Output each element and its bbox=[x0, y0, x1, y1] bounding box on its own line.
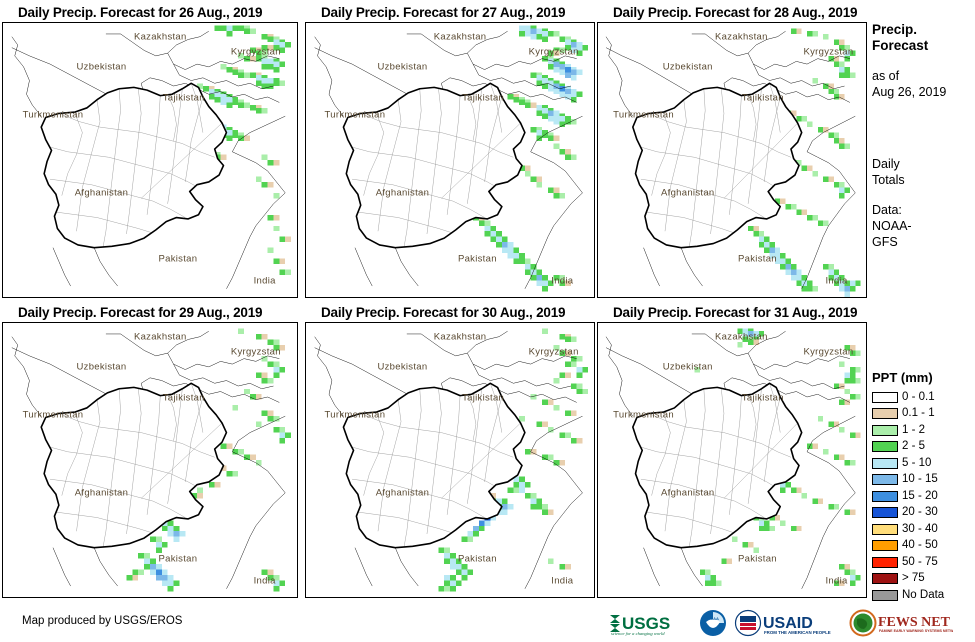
svg-text:FEWS NET: FEWS NET bbox=[878, 615, 951, 630]
legend-row: 40 - 50 bbox=[872, 538, 975, 555]
svg-text:USGS: USGS bbox=[622, 614, 670, 633]
legend-swatch bbox=[872, 573, 898, 585]
svg-text:USAID: USAID bbox=[763, 615, 813, 632]
legend-row: > 75 bbox=[872, 571, 975, 588]
forecast-title-line2: Forecast bbox=[872, 38, 929, 53]
legend-swatch bbox=[872, 540, 898, 552]
legend-swatch bbox=[872, 408, 898, 420]
forecast-panel-6: Daily Precip. Forecast for 31 Aug., 2019… bbox=[597, 304, 867, 598]
data-source-label: Data: bbox=[872, 203, 902, 217]
map-frame-6[interactable]: Kazakhstan Kyrgyzstan Uzbekistan Tajikistan… bbox=[597, 322, 867, 598]
legend-row: 30 - 40 bbox=[872, 521, 975, 538]
legend-title: PPT (mm) bbox=[872, 370, 933, 385]
legend-label: 10 - 15 bbox=[902, 473, 938, 486]
forecast-info-panel: Precip. Forecast as of Aug 26, 2019 Dail… bbox=[872, 22, 975, 250]
panel-title-2: Daily Precip. Forecast for 27 Aug., 2019 bbox=[321, 5, 566, 20]
precip-raster-4 bbox=[3, 323, 297, 597]
precip-raster-2 bbox=[306, 23, 594, 297]
svg-text:NOAA: NOAA bbox=[707, 616, 719, 621]
legend-swatch bbox=[872, 391, 898, 403]
usaid-logo: USAID FROM THE AMERICAN PEOPLE bbox=[734, 609, 842, 637]
legend-label: > 75 bbox=[902, 572, 925, 585]
legend-swatch bbox=[872, 507, 898, 519]
legend-label: 50 - 75 bbox=[902, 555, 938, 568]
legend-row: 1 - 2 bbox=[872, 422, 975, 439]
panel-title-4: Daily Precip. Forecast for 29 Aug., 2019 bbox=[18, 305, 263, 320]
legend-label: 30 - 40 bbox=[902, 522, 938, 535]
legend-row: 5 - 10 bbox=[872, 455, 975, 472]
precip-raster-1 bbox=[3, 23, 297, 297]
map-frame-2[interactable]: Kazakhstan Kyrgyzstan Uzbekistan Tajikistan… bbox=[305, 22, 595, 298]
legend-rows: 0 - 0.1 0.1 - 1 1 - 2 2 - 5 5 - 10 10 - 15 15 … bbox=[872, 389, 975, 604]
legend-label: 2 - 5 bbox=[902, 440, 926, 453]
asof-date: Aug 26, 2019 bbox=[872, 85, 947, 99]
precip-raster-3 bbox=[598, 23, 866, 297]
legend-label: 5 - 10 bbox=[902, 456, 932, 469]
legend-swatch bbox=[872, 523, 898, 535]
data-source-line2: NOAA- bbox=[872, 219, 912, 233]
panel-title-5: Daily Precip. Forecast for 30 Aug., 2019 bbox=[321, 305, 566, 320]
legend-label: 1 - 2 bbox=[902, 423, 926, 436]
legend-row: No Data bbox=[872, 587, 975, 604]
map-frame-4[interactable]: Kazakhstan Kyrgyzstan Uzbekistan Tajikistan… bbox=[2, 322, 298, 598]
fewsnet-logo: FEWS NET FAMINE EARLY WARNING SYSTEMS NE… bbox=[849, 609, 953, 637]
legend-label: 0.1 - 1 bbox=[902, 407, 935, 420]
legend-label: 0 - 0.1 bbox=[902, 390, 935, 403]
noaa-logo: NOAA bbox=[699, 609, 727, 637]
forecast-title-line1: Precip. bbox=[872, 22, 918, 37]
legend-row: 20 - 30 bbox=[872, 505, 975, 522]
panel-title-3: Daily Precip. Forecast for 28 Aug., 2019 bbox=[613, 5, 858, 20]
totals-line2: Totals bbox=[872, 173, 905, 187]
precipitation-legend: PPT (mm) 0 - 0.1 0.1 - 1 1 - 2 2 - 5 5 - 10 1… bbox=[872, 370, 975, 604]
legend-label: No Data bbox=[902, 588, 945, 601]
panel-title-6: Daily Precip. Forecast for 31 Aug., 2019 bbox=[613, 305, 858, 320]
data-source-line3: GFS bbox=[872, 235, 898, 249]
legend-row: 0 - 0.1 bbox=[872, 389, 975, 406]
forecast-panel-4: Daily Precip. Forecast for 29 Aug., 2019… bbox=[2, 304, 298, 598]
map-frame-5[interactable]: Kazakhstan Kyrgyzstan Uzbekistan Tajikistan… bbox=[305, 322, 595, 598]
svg-text:FROM THE AMERICAN PEOPLE: FROM THE AMERICAN PEOPLE bbox=[764, 630, 831, 635]
agency-logo-strip: USGS science for a changing world NOAA U… bbox=[608, 606, 953, 640]
legend-swatch bbox=[872, 589, 898, 601]
legend-label: 20 - 30 bbox=[902, 506, 938, 519]
legend-swatch bbox=[872, 474, 898, 486]
precip-raster-6 bbox=[598, 323, 866, 597]
svg-text:FAMINE EARLY WARNING SYSTEMS N: FAMINE EARLY WARNING SYSTEMS NETWORK bbox=[879, 629, 953, 633]
panel-title-1: Daily Precip. Forecast for 26 Aug., 2019 bbox=[18, 5, 263, 20]
map-frame-3[interactable]: Kazakhstan Kyrgyzstan Uzbekistan Tajikistan… bbox=[597, 22, 867, 298]
forecast-panel-2: Daily Precip. Forecast for 27 Aug., 2019… bbox=[305, 4, 595, 298]
legend-row: 10 - 15 bbox=[872, 472, 975, 489]
legend-row: 2 - 5 bbox=[872, 439, 975, 456]
forecast-panel-5: Daily Precip. Forecast for 30 Aug., 2019… bbox=[305, 304, 595, 598]
precip-raster-5 bbox=[306, 323, 594, 597]
totals-line1: Daily bbox=[872, 157, 900, 171]
legend-swatch bbox=[872, 441, 898, 453]
legend-swatch bbox=[872, 490, 898, 502]
legend-label: 15 - 20 bbox=[902, 489, 938, 502]
map-credit: Map produced by USGS/EROS bbox=[22, 615, 183, 627]
legend-row: 0.1 - 1 bbox=[872, 406, 975, 423]
usgs-logo: USGS science for a changing world bbox=[608, 609, 692, 637]
legend-label: 40 - 50 bbox=[902, 539, 938, 552]
legend-row: 50 - 75 bbox=[872, 554, 975, 571]
legend-row: 15 - 20 bbox=[872, 488, 975, 505]
legend-swatch bbox=[872, 556, 898, 568]
legend-swatch bbox=[872, 424, 898, 436]
svg-text:science for a changing world: science for a changing world bbox=[611, 631, 665, 636]
asof-label: as of bbox=[872, 69, 900, 83]
forecast-panel-1: Daily Precip. Forecast for 26 Aug., 2019… bbox=[2, 4, 298, 298]
map-frame-1[interactable]: Kazakhstan Kyrgyzstan Uzbekistan Tajikistan… bbox=[2, 22, 298, 298]
forecast-panel-3: Daily Precip. Forecast for 28 Aug., 2019… bbox=[597, 4, 867, 298]
legend-swatch bbox=[872, 457, 898, 469]
